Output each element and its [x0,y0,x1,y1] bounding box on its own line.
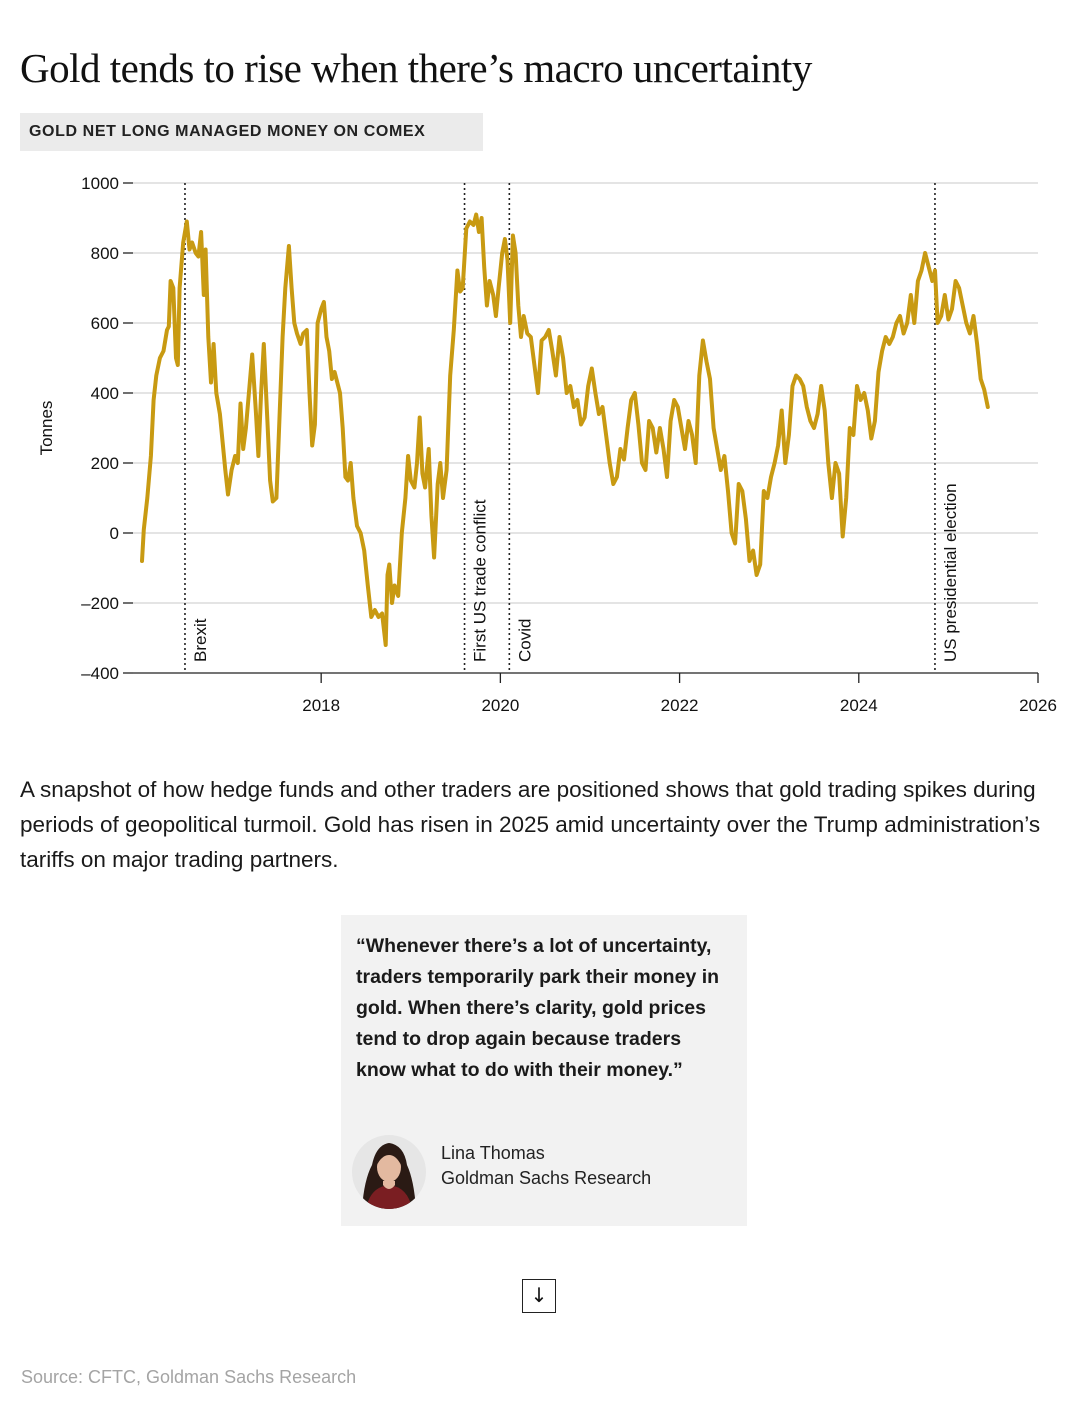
avatar [352,1135,426,1209]
y-tick-label: 0 [110,524,119,543]
y-tick-label: 600 [91,314,119,333]
x-tick-label: 2026 [1019,696,1057,715]
axes: –400 –200 0 200 400 600 800 1000 2018 2020 2022 202… [81,174,1057,715]
series-layer [140,212,990,647]
y-tick-label: 1000 [81,174,119,193]
y-axis-label: Tonnes [37,401,56,456]
quote-text: “Whenever there’s a lot of uncertainty, … [356,935,720,1081]
x-tick-label: 2020 [481,696,519,715]
y-tick-label: –200 [81,594,119,613]
y-tick-label: –400 [81,664,119,683]
x-tick-label: 2018 [302,696,340,715]
page-title: Gold tends to rise when there’s macro un… [20,45,812,91]
event-label: Covid [515,619,534,662]
quote-card: “Whenever there’s a lot of uncertainty, … [341,915,747,1226]
article-paragraph: A snapshot of how hedge funds and other … [20,777,1041,872]
arrow-down-icon: ↓ [530,1283,548,1307]
x-tick-label: 2022 [661,696,699,715]
scroll-down-button[interactable]: ↓ [522,1279,556,1313]
event-markers: Brexit First US trade conflict Covid US pre… [184,183,960,673]
source-note: Source: CFTC, Goldman Sachs Research [21,1367,357,1387]
event-label: First US trade conflict [471,499,490,662]
y-tick-label: 400 [91,384,119,403]
event-label: US presidential election [941,483,960,662]
x-tick-label: 2024 [840,696,878,715]
quote-author-org: Goldman Sachs Research [441,1168,652,1188]
event-label: Brexit [191,618,210,662]
quote-author-name: Lina Thomas [441,1143,545,1163]
chart-subtitle: GOLD NET LONG MANAGED MONEY ON COMEX [20,113,483,151]
y-tick-label: 200 [91,454,119,473]
series-line [140,212,990,647]
y-tick-label: 800 [91,244,119,263]
line-chart: Brexit First US trade conflict Covid US pre… [37,174,1057,715]
